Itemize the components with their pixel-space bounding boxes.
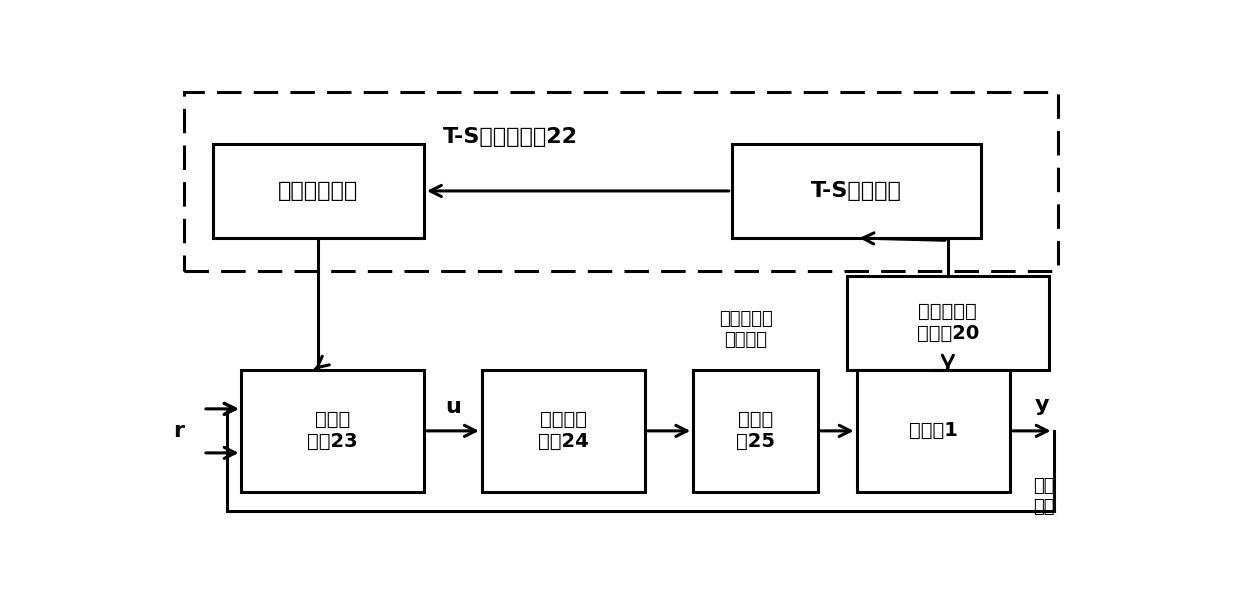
Text: 二次
电压: 二次 电压 xyxy=(1033,477,1055,516)
FancyBboxPatch shape xyxy=(693,370,818,492)
Text: 模拟信号采
集单元20: 模拟信号采 集单元20 xyxy=(916,302,978,343)
Text: 数字逻辑
单元24: 数字逻辑 单元24 xyxy=(538,411,589,452)
Text: 阶跃响应模型: 阶跃响应模型 xyxy=(278,181,358,201)
FancyBboxPatch shape xyxy=(857,370,1011,492)
Text: r: r xyxy=(174,421,185,441)
Text: T-S模糊控制器22: T-S模糊控制器22 xyxy=(443,127,578,147)
Text: 驱动单
元25: 驱动单 元25 xyxy=(737,411,775,452)
FancyBboxPatch shape xyxy=(242,370,424,492)
FancyBboxPatch shape xyxy=(213,144,424,238)
Text: u: u xyxy=(445,397,461,417)
Text: 二次电压、
一次电流: 二次电压、 一次电流 xyxy=(719,310,773,349)
FancyBboxPatch shape xyxy=(732,144,982,238)
Text: T-S模糊模型: T-S模糊模型 xyxy=(811,181,901,201)
FancyBboxPatch shape xyxy=(481,370,645,492)
Text: 主回路1: 主回路1 xyxy=(909,422,957,441)
Text: y: y xyxy=(1034,395,1049,415)
Text: 预测控
制器23: 预测控 制器23 xyxy=(308,411,358,452)
FancyBboxPatch shape xyxy=(847,276,1049,370)
